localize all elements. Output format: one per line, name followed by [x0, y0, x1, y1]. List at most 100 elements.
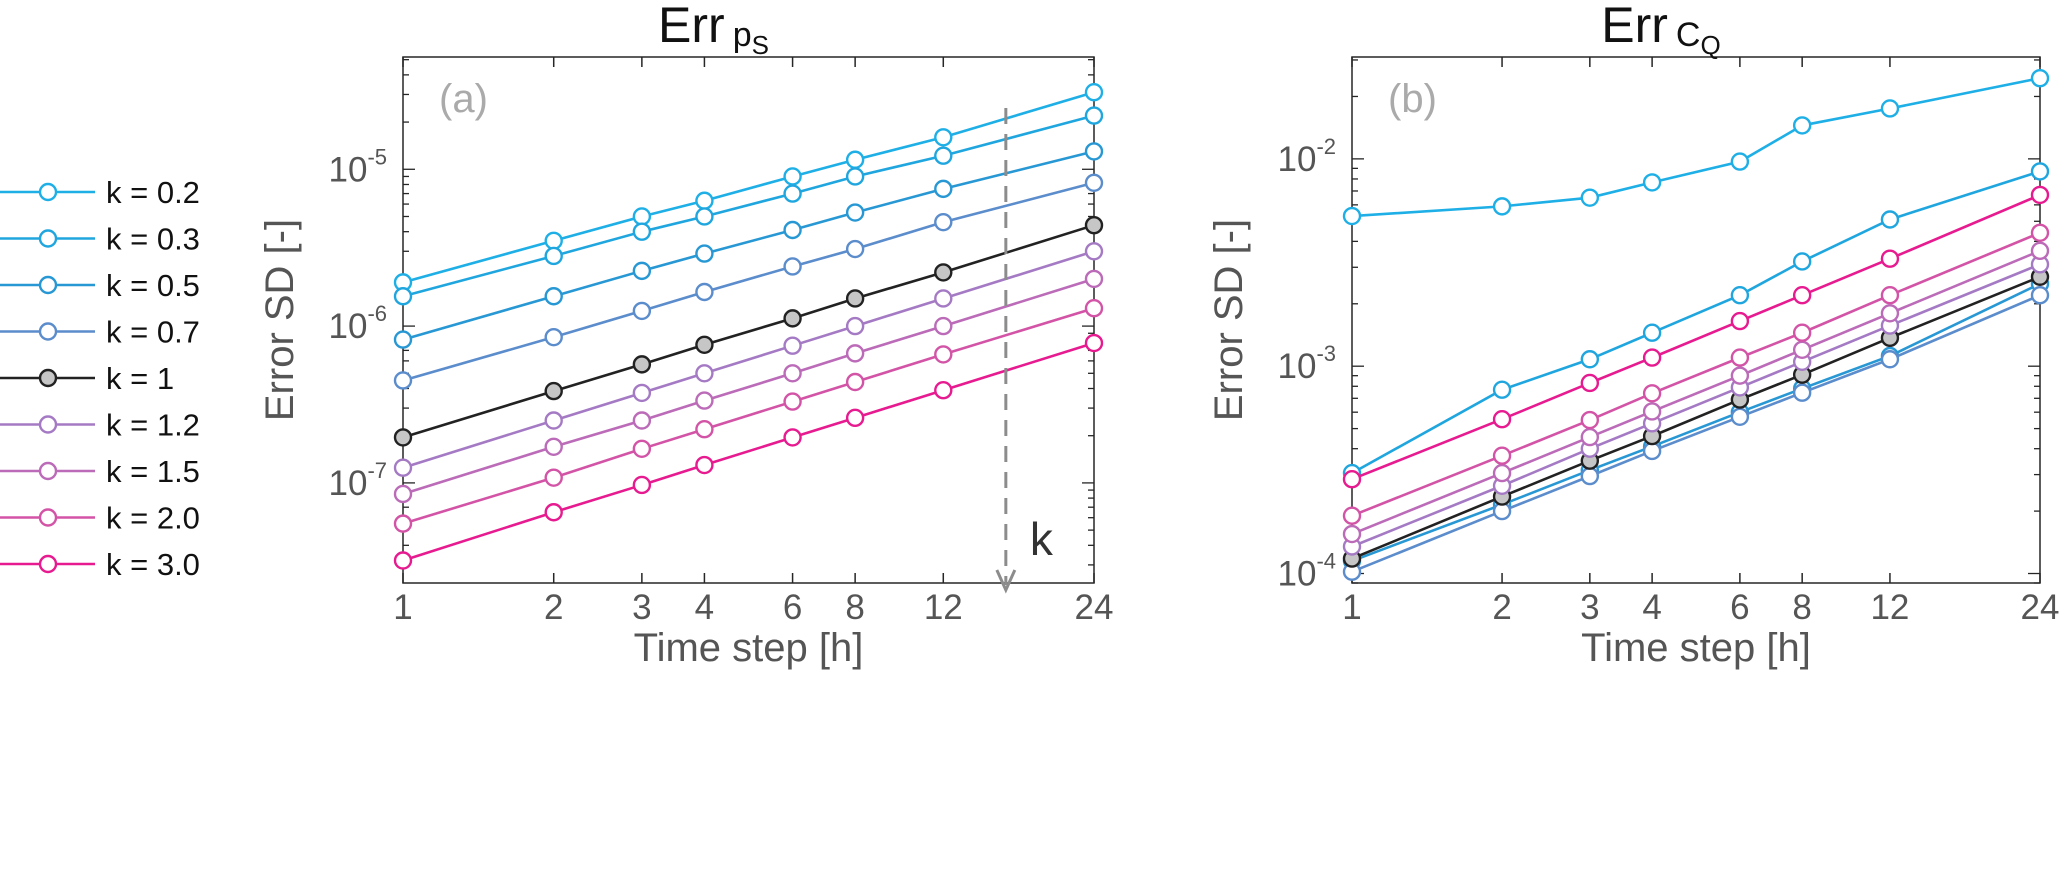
- data-point: [632, 439, 652, 459]
- series-line: [1351, 170, 2041, 475]
- x-tick-label: 4: [1642, 588, 1661, 627]
- legend-label: k = 1.5: [106, 454, 200, 489]
- data-point: [1880, 249, 1900, 268]
- y-tick-exponent: -5: [367, 144, 387, 169]
- data-point: [845, 203, 865, 222]
- data-point: [544, 468, 563, 487]
- data-point: [783, 309, 802, 328]
- data-point: [934, 381, 953, 400]
- data-point: [783, 257, 802, 276]
- series-line: [1351, 231, 2041, 517]
- data-point: [544, 327, 563, 347]
- data-point: [1642, 384, 1662, 403]
- data-point: [695, 282, 714, 302]
- series-k-3-0: [1342, 185, 2050, 489]
- series-line: [402, 90, 1095, 284]
- legend-label: k = 2.0: [106, 501, 200, 536]
- data-point: [695, 335, 714, 354]
- data-point: [934, 212, 953, 232]
- data-point: [695, 244, 714, 263]
- panel-title-main: Err: [1601, 0, 1668, 53]
- legend-item: k = 2.0: [0, 501, 200, 536]
- data-point: [1084, 333, 1104, 353]
- data-point: [695, 191, 714, 210]
- data-point: [393, 458, 413, 477]
- y-tick-base: 10: [1278, 347, 1317, 386]
- data-point: [1580, 188, 1600, 207]
- panel-title-subsubscript: S: [752, 30, 769, 60]
- data-point: [934, 263, 953, 282]
- data-point: [845, 239, 865, 259]
- series-line: [402, 223, 1095, 439]
- y-tick-base: 10: [329, 307, 368, 346]
- data-point: [783, 336, 802, 355]
- series-k-1-2: [1342, 255, 2050, 556]
- y-tick-base: 10: [329, 464, 368, 503]
- data-point: [1792, 323, 1812, 342]
- series-k-0-7: [393, 173, 1104, 390]
- data-point: [1580, 466, 1600, 486]
- legend-label: k = 0.5: [106, 268, 200, 303]
- data-point: [1792, 252, 1812, 271]
- x-tick-label: 1: [393, 588, 412, 627]
- data-point: [845, 344, 865, 363]
- data-point: [783, 364, 802, 383]
- x-tick-label: 3: [1580, 588, 1599, 627]
- legend-marker: [38, 322, 58, 341]
- data-point: [695, 420, 714, 439]
- data-point: [1342, 506, 1362, 525]
- x-tick-label: 24: [1075, 588, 1114, 627]
- data-point: [1084, 142, 1104, 161]
- data-point: [1084, 269, 1104, 289]
- x-axis-title: Time step [h]: [634, 626, 864, 670]
- data-point: [393, 428, 413, 447]
- data-point: [1342, 524, 1362, 544]
- data-point: [1730, 407, 1750, 427]
- series-k-2-0: [393, 299, 1104, 533]
- y-tick-exponent: -4: [1316, 549, 1336, 574]
- y-axis-title: Error SD [-]: [1207, 219, 1251, 421]
- data-point: [2030, 162, 2050, 181]
- x-tick-label: 12: [924, 588, 963, 627]
- data-point: [695, 391, 714, 410]
- data-point: [1342, 206, 1362, 226]
- data-point: [1730, 152, 1750, 171]
- legend-item: k = 0.3: [0, 222, 200, 257]
- data-point: [1492, 410, 1512, 429]
- data-point: [845, 289, 865, 308]
- data-point: [2030, 223, 2050, 242]
- panel-title-subsubscript: Q: [1700, 30, 1720, 60]
- data-point: [544, 246, 563, 266]
- y-tick-label: 10-3: [1278, 341, 1337, 386]
- y-tick-exponent: -2: [1316, 134, 1336, 159]
- data-point: [1580, 410, 1600, 430]
- series-k-1-5: [393, 269, 1104, 504]
- data-point: [695, 207, 714, 226]
- data-point: [845, 150, 865, 169]
- data-point: [393, 330, 413, 349]
- data-point: [934, 146, 953, 165]
- y-tick-label: 10-6: [329, 301, 388, 346]
- legend-marker: [38, 461, 58, 481]
- data-point: [783, 428, 802, 447]
- legend-marker: [38, 508, 58, 527]
- data-point: [544, 411, 563, 430]
- series-k-3-0: [393, 333, 1104, 570]
- data-point: [845, 167, 865, 186]
- k-arrow-label: k: [1030, 513, 1054, 565]
- data-point: [1492, 380, 1512, 399]
- y-tick-exponent: -7: [367, 458, 387, 483]
- y-axis-title: Error SD [-]: [258, 219, 302, 421]
- data-point: [1792, 116, 1812, 135]
- data-point: [1792, 286, 1812, 305]
- legend-marker: [38, 275, 58, 295]
- data-point: [1880, 286, 1900, 305]
- legend-item: k = 0.7: [0, 315, 200, 350]
- series-line: [402, 277, 1095, 496]
- data-point: [934, 179, 953, 199]
- data-point: [1084, 173, 1104, 192]
- series-line: [402, 306, 1095, 525]
- data-point: [1580, 350, 1600, 369]
